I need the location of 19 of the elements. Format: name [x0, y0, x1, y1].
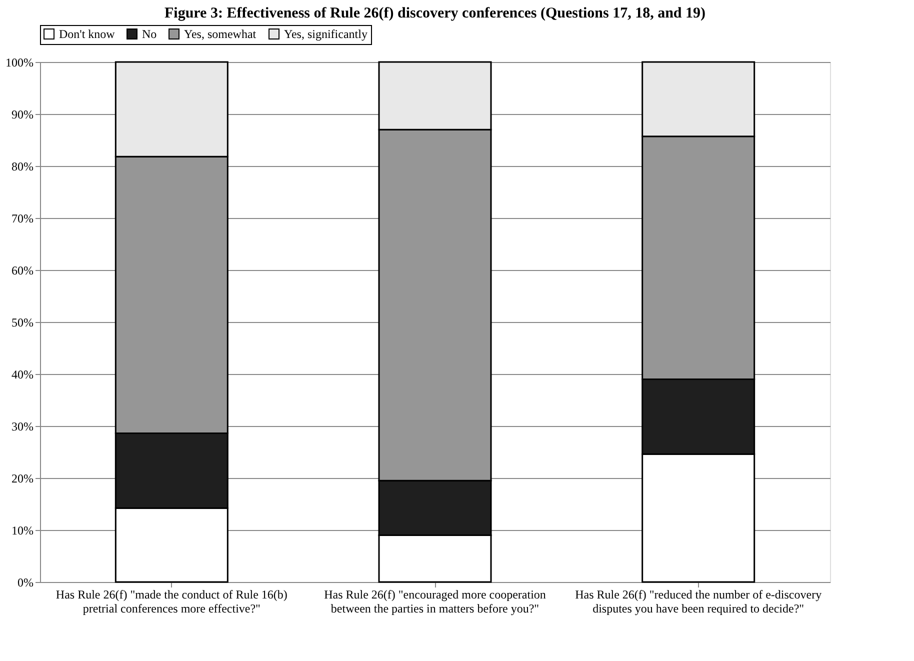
y-tick-label: 40%: [12, 368, 34, 382]
chart-title: Figure 3: Effectiveness of Rule 26(f) discovery conferences (Questions 17, 18, and 19): [164, 6, 706, 22]
legend-label: Don't know: [59, 27, 116, 41]
legend-label: No: [142, 27, 157, 41]
y-tick-label: 80%: [12, 160, 34, 174]
x-tick-label: Has Rule 26(f) "encouraged more cooperation between the parties in matters before you?": [324, 588, 546, 616]
y-tick-label: 10%: [12, 524, 34, 538]
legend-label: Yes, significantly: [284, 27, 368, 41]
y-tick-label: 100%: [6, 56, 34, 70]
y-tick-label: 30%: [12, 420, 34, 434]
x-tick-label: Has Rule 26(f) "reduced the number of e-discovery disputes you have been required to decide?": [575, 588, 822, 616]
y-tick-label: 60%: [12, 264, 34, 278]
y-tick-label: 0%: [18, 576, 34, 590]
y-tick-label: 20%: [12, 472, 34, 486]
y-tick-label: 70%: [12, 212, 34, 226]
x-tick-label: Has Rule 26(f) "made the conduct of Rule 16(b) pretrial conferences more effective?": [56, 588, 288, 616]
y-tick-label: 90%: [12, 108, 34, 122]
legend-label: Yes, somewhat: [184, 27, 257, 41]
y-tick-label: 50%: [12, 316, 34, 330]
